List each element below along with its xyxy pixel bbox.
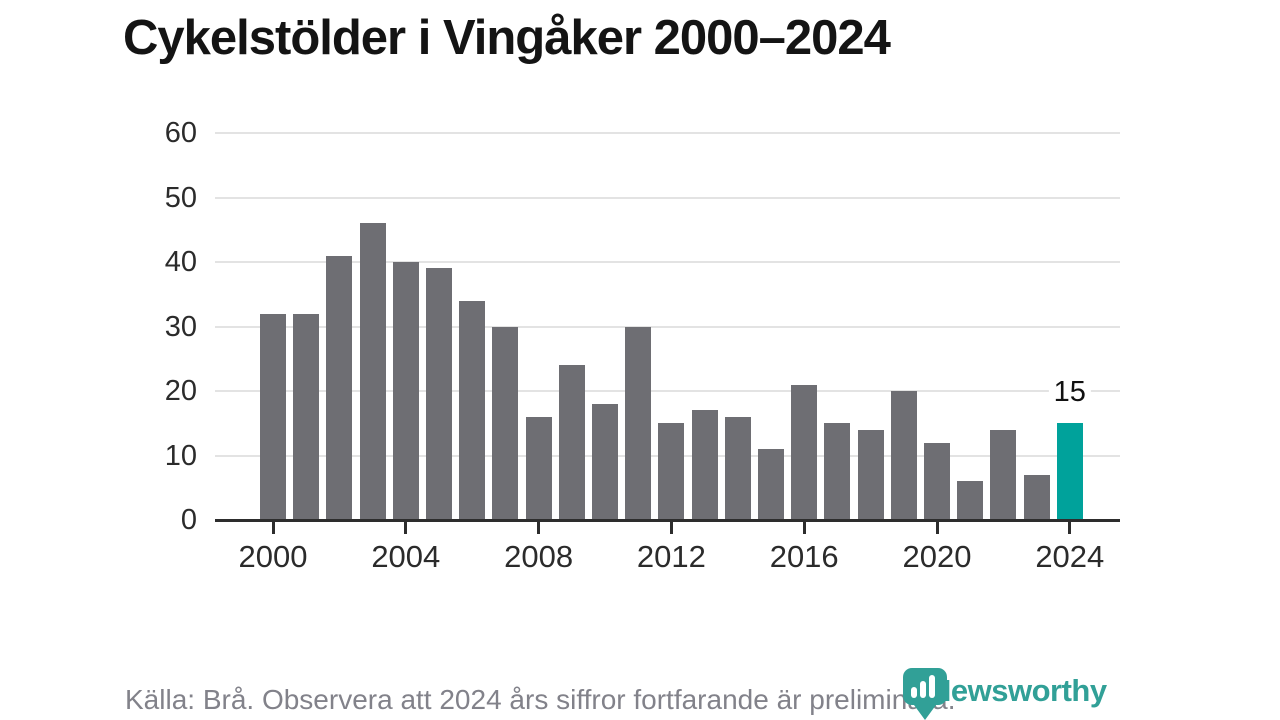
source-note: Källa: Brå. Observera att 2024 års siffr… <box>125 684 956 715</box>
bar-2020 <box>924 442 950 520</box>
x-tick-label-2024: 2024 <box>1035 539 1105 574</box>
x-tick-label-2008: 2008 <box>504 539 574 574</box>
bar-2008 <box>525 416 552 520</box>
gridline-60 <box>215 132 1120 134</box>
bar-2012 <box>658 423 685 520</box>
bar-2000 <box>260 313 286 520</box>
y-tick-label-10: 10 <box>164 439 197 472</box>
bar-2002 <box>326 255 353 520</box>
x-tick-label-2000: 2000 <box>238 539 308 574</box>
newsworthy-pin-barchart-icon <box>903 668 947 720</box>
bar-2009 <box>558 365 585 520</box>
x-tick-2016 <box>802 522 806 534</box>
y-tick-label-0: 0 <box>180 504 197 536</box>
x-tick-2020 <box>935 522 939 534</box>
gridline-50 <box>215 196 1120 199</box>
gridline-30 <box>215 325 1120 328</box>
bar-2010 <box>592 403 618 520</box>
y-tick-label-50: 50 <box>164 181 197 214</box>
bar-2018 <box>857 429 884 520</box>
x-tick-2008 <box>537 522 541 534</box>
bar-2003 <box>359 223 386 520</box>
x-tick-2004 <box>404 522 408 534</box>
bar-2017 <box>824 423 851 520</box>
bar-2001 <box>293 313 320 520</box>
x-axis-line <box>215 519 1120 522</box>
bar-value-label: 15 <box>1048 375 1091 409</box>
x-tick-label-2020: 2020 <box>902 539 972 574</box>
bar-2023 <box>1023 474 1050 520</box>
bar-2011 <box>625 326 652 520</box>
bar-2014 <box>724 416 751 520</box>
bar-2016 <box>791 384 818 520</box>
bar-2013 <box>691 410 718 520</box>
newsworthy-logo[interactable]: Newsworthy <box>903 666 1107 720</box>
bar-2022 <box>990 429 1017 520</box>
y-tick-label-30: 30 <box>164 310 197 343</box>
newsworthy-logo-text: Newsworthy <box>929 673 1107 708</box>
gridline-20 <box>215 390 1120 392</box>
y-tick-label-40: 40 <box>164 246 197 278</box>
gridline-40 <box>215 261 1120 263</box>
x-tick-2000 <box>271 522 275 534</box>
x-tick-label-2016: 2016 <box>769 539 839 574</box>
bar-2005 <box>426 268 452 520</box>
x-tick-label-2004: 2004 <box>371 539 441 574</box>
x-tick-label-2012: 2012 <box>636 539 706 574</box>
bar-2021 <box>957 481 984 520</box>
bar-2015 <box>758 449 784 520</box>
bar-2019 <box>890 391 917 520</box>
y-tick-label-20: 20 <box>164 375 197 407</box>
chart-title: Cykelstölder i Vingåker 2000–2024 <box>123 11 891 65</box>
bar-2006 <box>459 300 486 520</box>
y-tick-label-60: 60 <box>164 117 197 149</box>
bar-2024 <box>1056 423 1083 520</box>
x-tick-2012 <box>669 522 673 534</box>
bar-2004 <box>392 262 419 520</box>
x-tick-2024 <box>1068 522 1072 534</box>
bar-2007 <box>492 326 519 520</box>
